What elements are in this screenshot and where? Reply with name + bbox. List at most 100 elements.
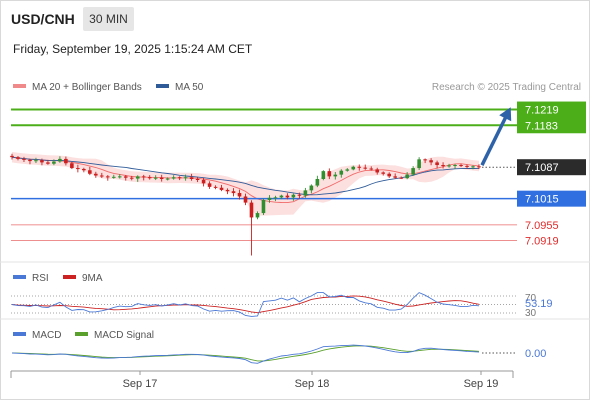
legend-label-rsi: RSI [32, 273, 49, 284]
credit-label: Research © 2025 Trading Central [432, 82, 581, 93]
candle-body [369, 168, 374, 170]
candle-body [219, 187, 224, 190]
candle-body [70, 163, 74, 169]
candle-body [225, 189, 230, 192]
candle-body [183, 177, 188, 179]
macd-line [11, 344, 480, 364]
candle-body [82, 168, 86, 171]
macd-lines [11, 344, 517, 364]
candle-body [16, 157, 20, 159]
legend-label-ma20: MA 20 + Bollinger Bands [32, 82, 142, 93]
time-label-sep17: Sep 17 [123, 378, 158, 390]
candle-body [351, 166, 356, 170]
target-2-badge [517, 117, 586, 134]
rsi-lines [11, 292, 480, 317]
candle-body [441, 165, 445, 167]
ma20-line [11, 156, 480, 204]
candle-body [477, 166, 481, 168]
candle-body [201, 179, 206, 184]
candle-body [195, 179, 200, 180]
candle-body [237, 192, 242, 197]
legend-swatch-9ma [63, 275, 76, 279]
rsi-value-label: 53.19 [525, 298, 553, 310]
candle-body [399, 177, 403, 179]
candle-body [94, 173, 98, 176]
legend-swatch-macd [13, 332, 26, 336]
forecast-arrow-shaft [480, 111, 510, 166]
legend-swatch-ma20 [13, 84, 26, 88]
candle-body [111, 176, 116, 178]
candle-body [105, 176, 110, 178]
candle-body [321, 171, 326, 179]
candle-body [429, 160, 433, 163]
candle-body [165, 178, 170, 180]
timeframe-label: 30 MIN [89, 12, 128, 26]
candle-body [213, 186, 218, 188]
candle-body [171, 177, 176, 179]
last-price-label: 7.1087 [525, 162, 559, 174]
candle-body [303, 190, 308, 196]
candle-body [267, 197, 272, 200]
pivot-label: 7.1015 [525, 194, 559, 206]
time-label-sep18: Sep 18 [295, 378, 330, 390]
support-1-label: 7.0955 [525, 220, 559, 232]
candle-body [465, 165, 469, 167]
candle-body [100, 175, 104, 177]
candle-body [159, 177, 164, 179]
candle-body [315, 179, 320, 186]
candle-body [357, 166, 362, 168]
rsi-line [11, 292, 480, 317]
candle-body [435, 162, 439, 166]
candle-body [34, 160, 38, 162]
candle-body [231, 191, 236, 193]
timeframe-badge[interactable] [83, 7, 134, 31]
candle-body [141, 176, 146, 178]
candle-body [405, 174, 409, 179]
legend-label-macd: MACD [32, 330, 61, 341]
legend-label-macd-signal: MACD Signal [94, 330, 154, 341]
legend-swatch-ma50 [156, 84, 169, 88]
candle-body [58, 158, 62, 162]
candle-body [261, 199, 266, 214]
candle-body [46, 162, 50, 164]
candle-body [123, 176, 128, 178]
macd-value-label: 0.00 [525, 348, 546, 360]
candle-body [297, 194, 302, 196]
candle-body [135, 176, 140, 179]
macd-signal-line [11, 345, 480, 362]
candle-body [40, 160, 44, 163]
candle-body [273, 197, 278, 199]
candle-body [411, 168, 415, 175]
candle-body [117, 176, 122, 178]
candle-body [189, 177, 194, 179]
candle-body [309, 185, 314, 191]
datetime-label: Friday, September 19, 2025 1:15:24 AM CE… [13, 42, 253, 56]
level-labels: 7.1219 7.1183 7.1087 7.1015 7.0955 7.0919 [517, 101, 586, 248]
candle-body [28, 159, 32, 162]
candle-body [363, 167, 368, 169]
legend-label-9ma: 9MA [82, 273, 103, 284]
candle-body [153, 177, 158, 179]
candle-body [375, 169, 380, 173]
candle-body [207, 183, 212, 187]
last-price-badge [517, 159, 586, 176]
legend-swatch-rsi [13, 275, 26, 279]
candle-body [249, 202, 254, 218]
candle-body [423, 159, 427, 161]
candle-body [76, 168, 80, 170]
legend-swatch-macd-signal [75, 332, 88, 336]
candle-body [22, 158, 26, 160]
forecast-arrow-head [499, 107, 512, 122]
candle-body [381, 172, 386, 174]
candle-body [387, 173, 391, 177]
candle-body [285, 195, 290, 198]
candle-body [64, 158, 68, 164]
candle-body [417, 159, 421, 169]
candle-body [291, 194, 296, 198]
rsi-ma-line [11, 295, 480, 314]
candle-body [52, 161, 56, 164]
price-levels [11, 108, 517, 241]
candle-body [243, 196, 248, 203]
target-1-label: 7.1219 [525, 105, 559, 117]
